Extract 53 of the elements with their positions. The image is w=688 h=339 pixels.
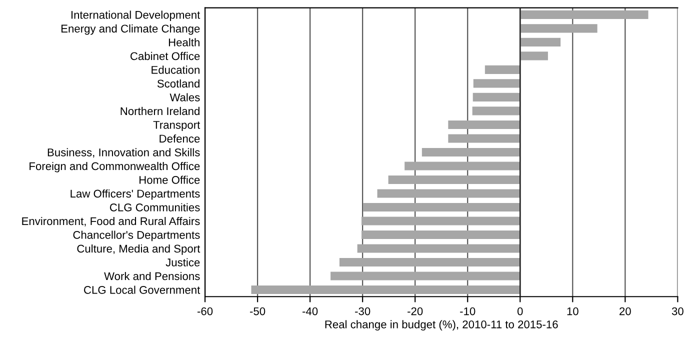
bar (388, 175, 520, 184)
bar (520, 10, 648, 19)
bar (339, 258, 520, 267)
bar (330, 272, 520, 280)
y-tick-label: Foreign and Commonwealth Office (30, 162, 200, 172)
y-tick-label: Education (152, 66, 200, 74)
bar (363, 202, 520, 212)
y-tick-label: International Development (71, 10, 200, 22)
y-tick-label: Business, Innovation and Skills (48, 148, 200, 158)
y-tick-label: Transport (153, 121, 200, 132)
x-tick-label: -30 (355, 307, 370, 316)
bar (520, 52, 548, 60)
x-axis-title: Real change in budget (%), 2010-11 to 2015-16 (325, 320, 558, 331)
bar (362, 216, 520, 226)
x-tick-label: 0 (517, 307, 523, 316)
y-tick-label: Culture, Media and Sport (77, 244, 200, 255)
bar (520, 38, 561, 46)
bar (472, 92, 520, 102)
bar (404, 162, 520, 170)
y-tick-label: Chancellor's Departments (73, 230, 200, 242)
bar (448, 120, 520, 129)
bar (520, 24, 598, 33)
y-tick-label: Energy and Climate Change (61, 24, 200, 35)
bar (473, 79, 520, 88)
bar (472, 106, 520, 116)
bar (448, 134, 520, 143)
y-tick-label: Justice (166, 258, 200, 266)
y-tick-label: Law Officers' Departments (70, 189, 200, 200)
y-tick-label: Scotland (157, 79, 200, 88)
bar (251, 285, 520, 294)
x-tick-label: -50 (250, 307, 266, 316)
bar (357, 244, 520, 253)
x-tick-label: -20 (408, 307, 423, 316)
y-tick-label: Home Office (140, 176, 200, 184)
bar (362, 230, 520, 239)
y-tick-label: Cabinet Office (130, 52, 200, 60)
y-tick-label: CLG Local Government (84, 286, 200, 294)
x-tick-label: -10 (460, 307, 476, 316)
x-tick-label: 10 (567, 307, 578, 316)
y-tick-label: Health (168, 38, 200, 46)
y-tick-label: CLG Communities (110, 203, 200, 212)
x-tick-label: 30 (672, 307, 684, 316)
bar (422, 148, 520, 156)
y-tick-label: Wales (170, 93, 200, 102)
x-tick-label: -60 (197, 307, 213, 316)
y-tick-label: Northern Ireland (120, 106, 200, 116)
y-tick-label: Defence (160, 134, 200, 143)
bar (484, 65, 520, 74)
x-tick-label: 20 (620, 307, 631, 316)
y-tick-label: Environment, Food and Rural Affairs (22, 216, 200, 226)
bar (377, 189, 520, 198)
x-tick-label: -40 (302, 307, 318, 316)
y-tick-label: Work and Pensions (104, 272, 200, 280)
